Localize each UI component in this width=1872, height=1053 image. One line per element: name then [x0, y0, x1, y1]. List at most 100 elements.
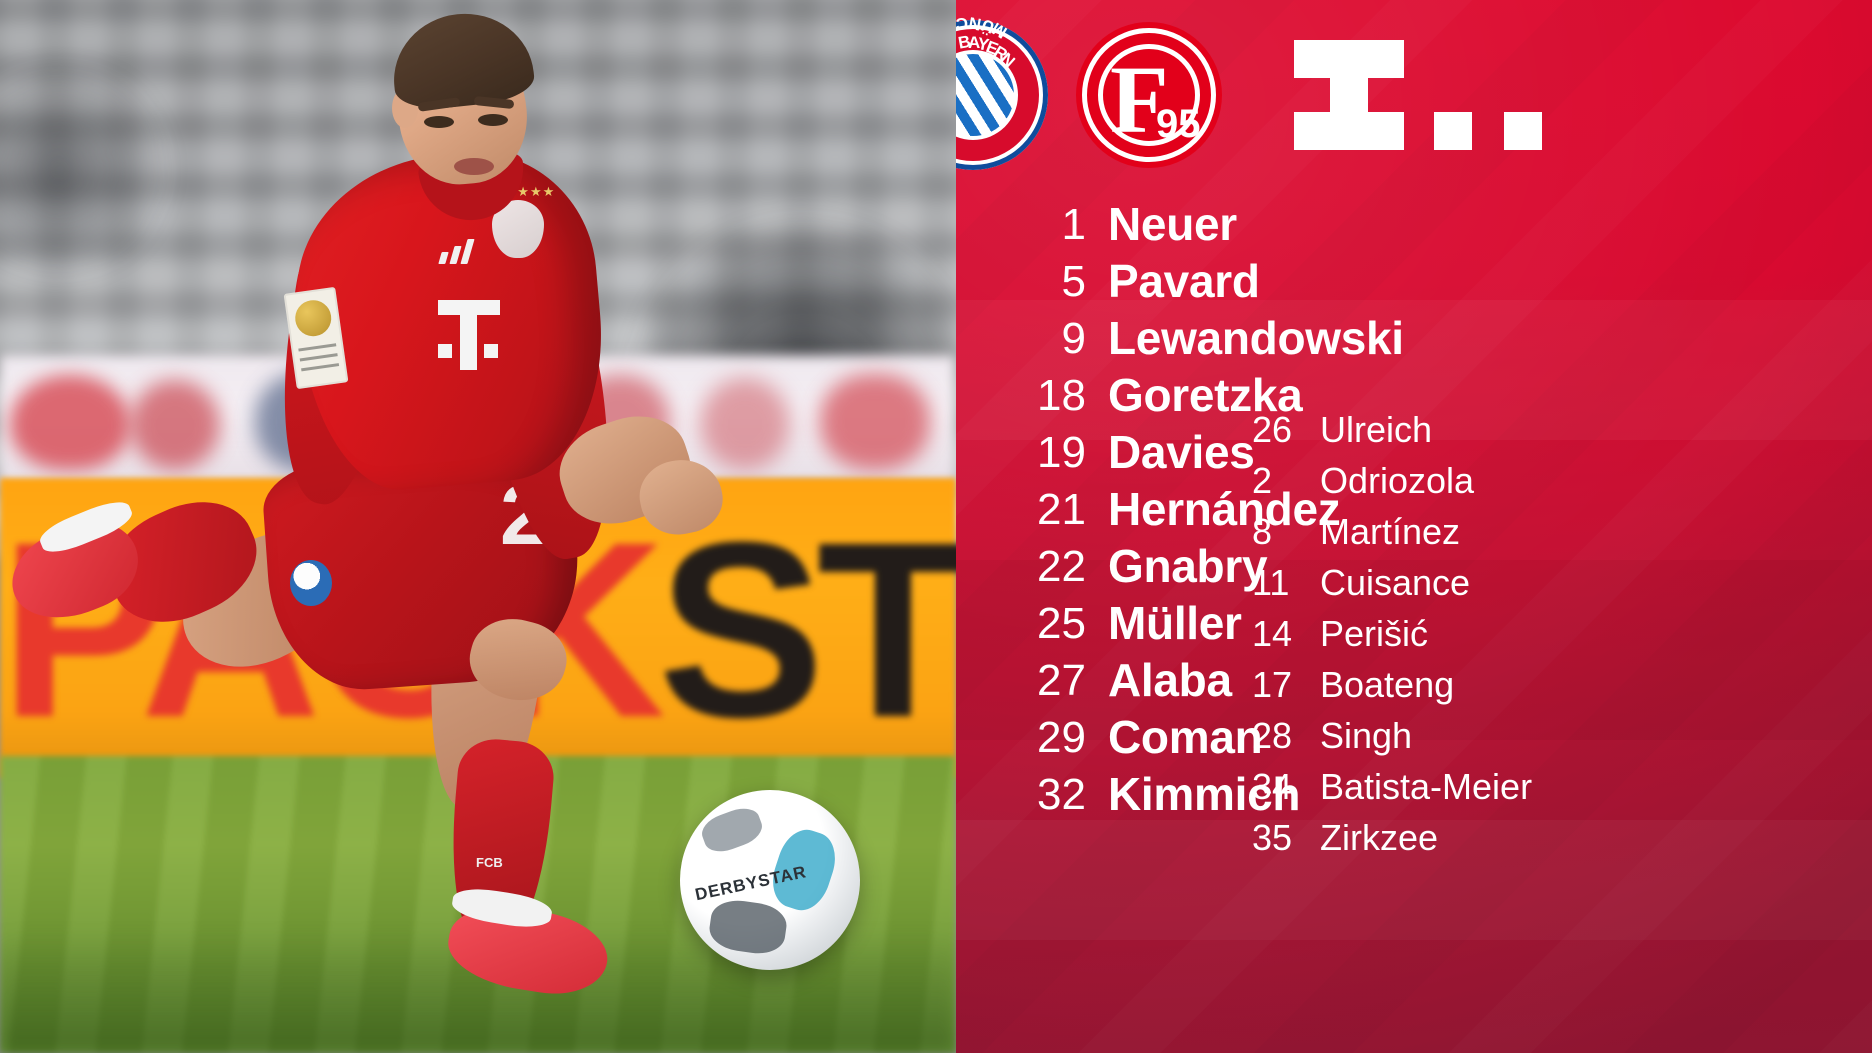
shirt-sponsor-logo-icon [432, 300, 504, 376]
panel-band-1 [956, 300, 1872, 440]
substitute-row: 11 Cuisance [1252, 557, 1872, 608]
substitute-row: 34 Batista-Meier [1252, 761, 1872, 812]
football: DERBYSTAR [680, 790, 860, 970]
f95-inner-ring [1098, 44, 1200, 146]
player-number: 19 [1037, 428, 1086, 477]
substitute-row: 14 Perišić [1252, 608, 1872, 659]
player-name: Alaba [1108, 654, 1232, 706]
crest-letter: A [968, 33, 981, 52]
panel-vignette [956, 0, 1872, 1053]
player-name: Hernández [1108, 483, 1341, 535]
substitute-row: 26 Ulreich [1252, 404, 1872, 455]
substitute-number: 26 [1252, 409, 1293, 450]
sock-label: FCB [476, 855, 503, 870]
substitute-name: Ulreich [1320, 409, 1433, 450]
substitute-number: 35 [1252, 817, 1293, 858]
panel-band-2 [956, 560, 1872, 740]
starting-xi-row: 5 Pavard [956, 253, 1516, 310]
player-eye-right [478, 114, 508, 126]
substitute-number: 8 [1252, 511, 1273, 552]
player-eye-left [424, 116, 454, 128]
substitute-number: 28 [1252, 715, 1293, 756]
substitute-row: 28 Singh [1252, 710, 1872, 761]
player-name: Kimmich [1108, 768, 1301, 820]
player-name: Pavard [1108, 255, 1260, 307]
crest-lozenge-field [956, 54, 1014, 136]
player-number: 32 [1037, 770, 1086, 819]
starting-xi-row: 25 Müller [956, 595, 1516, 652]
player-number: 29 [1037, 713, 1086, 762]
player-mouth [454, 158, 494, 175]
telekom-dot-1 [1294, 112, 1332, 150]
player-name: Gnabry [1108, 540, 1268, 592]
substitute-name: Perišić [1320, 613, 1429, 654]
substitute-name: Zirkzee [1320, 817, 1439, 858]
ball-panel-3 [706, 896, 790, 958]
player-number: 22 [1037, 542, 1086, 591]
starting-xi-row: 32 Kimmich [956, 766, 1516, 823]
panel-gradient [956, 0, 1872, 1053]
board-blob-2 [130, 380, 220, 470]
player-number: 5 [1061, 257, 1086, 306]
board-blob-1 [10, 375, 130, 470]
player-name: Coman [1108, 711, 1263, 763]
badge-line-3 [301, 363, 340, 372]
telekom-dot-4 [1504, 112, 1542, 150]
telekom-dot-3 [1434, 112, 1472, 150]
substitute-name: Martínez [1320, 511, 1461, 552]
substitute-row: 17 Boateng [1252, 659, 1872, 710]
substitute-row: 2 Odriozola [1252, 455, 1872, 506]
board-blob-5 [700, 378, 790, 470]
substitute-number: 34 [1252, 766, 1293, 807]
badge-line-1 [298, 343, 337, 352]
badge-line-2 [299, 353, 338, 362]
f95-letter: F [1110, 46, 1169, 153]
player-number: 25 [1037, 599, 1086, 648]
starting-xi-row: 18 Goretzka [956, 367, 1516, 424]
f95-year: 95 [1156, 102, 1201, 146]
substitute-number: 14 [1252, 613, 1293, 654]
telekom-logo-icon [1268, 40, 1558, 150]
player-number: 18 [1037, 371, 1086, 420]
starting-xi-row: 27 Alaba [956, 652, 1516, 709]
substitutes-list: 26 Ulreich 2 Odriozola 8 Martínez 11 Cuisance 14… [1252, 404, 1872, 863]
starting-xi-row: 19 Davies [956, 424, 1516, 481]
substitute-name: Boateng [1320, 664, 1455, 705]
bundesliga-badge-disc [292, 297, 334, 339]
player-number: 9 [1061, 314, 1086, 363]
substitute-row: 8 Martínez [1252, 506, 1872, 557]
player-number: 21 [1037, 485, 1086, 534]
fortuna-duesseldorf-crest-icon: F 95 [1076, 22, 1222, 168]
player-number: 1 [1061, 200, 1086, 249]
crest-lozenge-pattern [956, 54, 1014, 136]
starting-xi-row: 29 Coman [956, 709, 1516, 766]
player-number: 27 [1037, 656, 1086, 705]
telekom-dot-2 [1366, 112, 1404, 150]
substitute-name: Cuisance [1320, 562, 1471, 603]
adidas-logo-icon [438, 238, 476, 264]
substitute-name: Batista-Meier [1320, 766, 1533, 807]
player-name: Lewandowski [1108, 312, 1404, 364]
substitute-number: 11 [1252, 562, 1290, 603]
substitute-number: 17 [1252, 664, 1293, 705]
substitute-name: Odriozola [1320, 460, 1475, 501]
starting-xi-row: 21 Hernández [956, 481, 1516, 538]
starting-xi-row: 22 Gnabry [956, 538, 1516, 595]
player-name: Neuer [1108, 198, 1237, 250]
starting-xi-row: 1 Neuer [956, 196, 1516, 253]
substitute-name: Singh [1320, 715, 1413, 756]
board-blob-6 [820, 374, 930, 470]
panel-diagonal-stripes [956, 0, 1872, 1053]
telekom-t-stem [1330, 40, 1368, 150]
substitute-number: 2 [1252, 460, 1273, 501]
crest-letter: C [956, 14, 968, 33]
player-name: Goretzka [1108, 369, 1303, 421]
starting-xi-list: 1 Neuer 5 Pavard 9 Lewandowski 18 Goretzka 19 Dav… [956, 196, 1516, 823]
player-name: Davies [1108, 426, 1255, 478]
shorts-crest [290, 560, 332, 606]
starting-xi-row: 9 Lewandowski [956, 310, 1516, 367]
